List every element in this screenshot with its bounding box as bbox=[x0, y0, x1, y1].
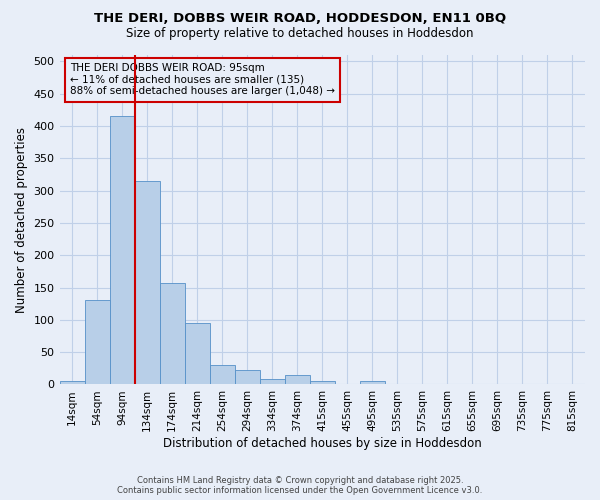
Bar bbox=[310, 381, 335, 384]
X-axis label: Distribution of detached houses by size in Hoddesdon: Distribution of detached houses by size … bbox=[163, 437, 482, 450]
Bar bbox=[235, 370, 260, 384]
Bar bbox=[260, 380, 285, 384]
Text: THE DERI DOBBS WEIR ROAD: 95sqm
← 11% of detached houses are smaller (135)
88% o: THE DERI DOBBS WEIR ROAD: 95sqm ← 11% of… bbox=[70, 63, 335, 96]
Bar bbox=[185, 323, 209, 384]
Bar bbox=[285, 375, 310, 384]
Bar bbox=[85, 300, 110, 384]
Text: Size of property relative to detached houses in Hoddesdon: Size of property relative to detached ho… bbox=[126, 28, 474, 40]
Bar bbox=[209, 365, 235, 384]
Bar bbox=[134, 181, 160, 384]
Bar bbox=[110, 116, 134, 384]
Text: THE DERI, DOBBS WEIR ROAD, HODDESDON, EN11 0BQ: THE DERI, DOBBS WEIR ROAD, HODDESDON, EN… bbox=[94, 12, 506, 26]
Y-axis label: Number of detached properties: Number of detached properties bbox=[15, 126, 28, 312]
Text: Contains HM Land Registry data © Crown copyright and database right 2025.
Contai: Contains HM Land Registry data © Crown c… bbox=[118, 476, 482, 495]
Bar bbox=[360, 381, 385, 384]
Bar bbox=[59, 381, 85, 384]
Bar bbox=[160, 283, 185, 384]
